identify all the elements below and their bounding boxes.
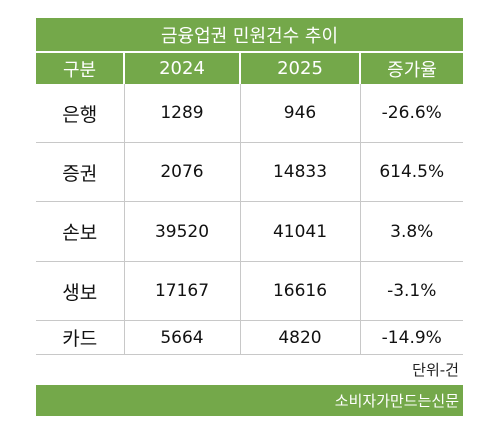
cell-growth: -3.1% — [359, 261, 463, 321]
header-category: 구분 — [36, 53, 124, 84]
table-row: 증권 2076 14833 614.5% — [36, 142, 463, 202]
header-growth-rate: 증가율 — [359, 53, 463, 84]
row-label: 증권 — [36, 142, 124, 202]
cell-2024: 17167 — [123, 261, 240, 321]
table-row: 은행 1289 946 -26.6% — [36, 84, 463, 143]
source-credit: 소비자가만드는신문 — [36, 385, 463, 416]
table-row: 생보 17167 16616 -3.1% — [36, 261, 463, 321]
complaint-table-figure: 금융업권 민원건수 추이 구분 2024 2025 증가율 은행 1289 94… — [36, 18, 463, 416]
header-row: 구분 2024 2025 증가율 — [36, 53, 463, 84]
row-label: 은행 — [36, 84, 124, 143]
unit-note: 단위-건 — [412, 361, 459, 379]
cell-growth: -26.6% — [359, 84, 463, 143]
cell-2024: 2076 — [123, 142, 240, 202]
cell-2024: 5664 — [123, 320, 240, 355]
table-row: 카드 5664 4820 -14.9% — [36, 320, 463, 355]
header-2025: 2025 — [239, 53, 360, 84]
table-row: 손보 39520 41041 3.8% — [36, 201, 463, 262]
cell-2025: 14833 — [239, 142, 360, 202]
complaint-table: 구분 2024 2025 증가율 은행 1289 946 -26.6% 증권 2… — [36, 53, 463, 355]
cell-growth: 614.5% — [359, 142, 463, 202]
cell-growth: 3.8% — [359, 201, 463, 262]
cell-2025: 946 — [239, 84, 360, 143]
header-2024: 2024 — [123, 53, 240, 84]
table-title: 금융업권 민원건수 추이 — [36, 18, 463, 53]
row-label: 손보 — [36, 201, 124, 262]
cell-2025: 16616 — [239, 261, 360, 321]
cell-2025: 4820 — [239, 320, 360, 355]
row-label: 카드 — [36, 320, 124, 355]
row-label: 생보 — [36, 261, 124, 321]
cell-2025: 41041 — [239, 201, 360, 262]
cell-2024: 1289 — [123, 84, 240, 143]
cell-2024: 39520 — [123, 201, 240, 262]
cell-growth: -14.9% — [359, 320, 463, 355]
